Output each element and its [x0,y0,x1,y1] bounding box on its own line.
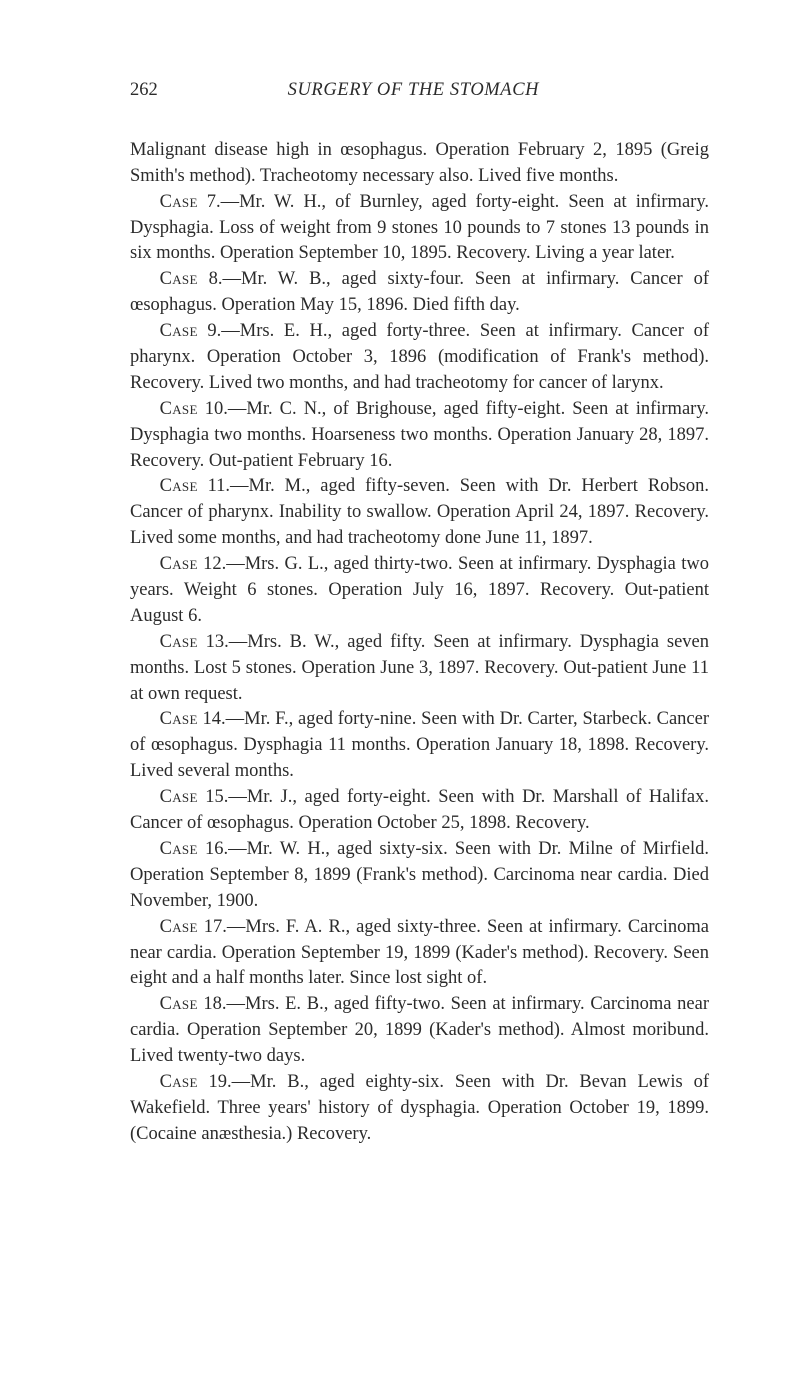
paragraph: Case 16.—Mr. W. H., aged sixty-six. Seen… [130,837,709,915]
running-title: SURGERY OF THE STOMACH [158,78,709,104]
book-page: 262 SURGERY OF THE STOMACH Malignant dis… [0,0,800,1389]
paragraph: Case 17.—Mrs. F. A. R., aged sixty-three… [130,915,709,993]
paragraph: Malignant disease high in œsophagus. Ope… [130,138,709,190]
paragraph: Case 9.—Mrs. E. H., aged forty-three. Se… [130,319,709,397]
paragraph: Case 14.—Mr. F., aged forty-nine. Seen w… [130,707,709,785]
page-header: 262 SURGERY OF THE STOMACH [130,78,709,104]
paragraph: Case 12.—Mrs. G. L., aged thirty-two. Se… [130,552,709,630]
page-number: 262 [130,78,158,104]
paragraph: Case 19.—Mr. B., aged eighty-six. Seen w… [130,1070,709,1148]
paragraph: Case 13.—Mrs. B. W., aged fifty. Seen at… [130,630,709,708]
paragraph: Case 15.—Mr. J., aged forty-eight. Seen … [130,785,709,837]
paragraph: Case 7.—Mr. W. H., of Burnley, aged fort… [130,190,709,268]
paragraph: Case 11.—Mr. M., aged fifty-seven. Seen … [130,474,709,552]
paragraph: Case 18.—Mrs. E. B., aged fifty-two. See… [130,992,709,1070]
body-text: Malignant disease high in œsophagus. Ope… [130,138,709,1148]
paragraph: Case 10.—Mr. C. N., of Brighouse, aged f… [130,397,709,475]
paragraph: Case 8.—Mr. W. B., aged sixty-four. Seen… [130,267,709,319]
